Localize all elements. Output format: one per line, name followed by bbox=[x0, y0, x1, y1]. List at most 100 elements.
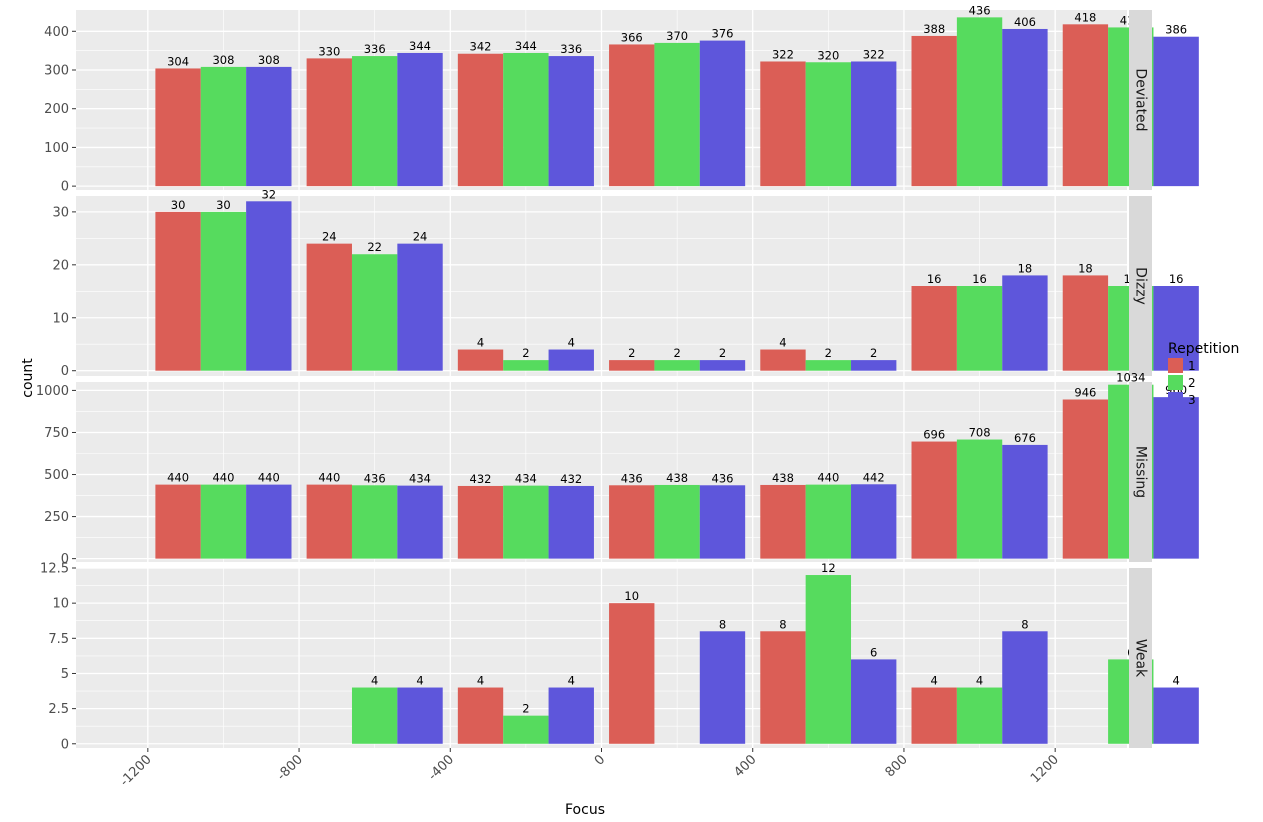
facet-strip-label: Missing bbox=[1133, 446, 1149, 498]
y-tick-label: 7.5 bbox=[48, 632, 69, 647]
bar-data-label: 4 bbox=[931, 674, 938, 688]
facet-strip bbox=[1129, 382, 1152, 562]
bar-dizzy-rep1 bbox=[155, 211, 201, 371]
bar-dizzy-rep1 bbox=[911, 286, 957, 371]
bar-dizzy-rep2 bbox=[503, 360, 549, 371]
bar-weak-rep2 bbox=[956, 687, 1003, 744]
bar-missing-rep3 bbox=[397, 485, 443, 559]
bar-deviated-rep3 bbox=[397, 52, 443, 187]
bar-data-label: 4 bbox=[779, 336, 786, 350]
bar-missing-rep3 bbox=[699, 485, 746, 559]
bar-data-label: 22 bbox=[367, 240, 382, 254]
bar-data-label: 322 bbox=[772, 47, 794, 61]
bar-missing-rep3 bbox=[1153, 397, 1199, 559]
bar-dizzy-rep1 bbox=[1062, 275, 1109, 371]
bar-dizzy-rep2 bbox=[351, 254, 398, 371]
bar-data-label: 24 bbox=[322, 230, 337, 244]
bar-data-label: 32 bbox=[261, 187, 276, 201]
bar-data-label: 344 bbox=[409, 39, 431, 53]
bar-weak-rep1 bbox=[760, 631, 806, 744]
bar-weak-rep2 bbox=[503, 715, 549, 744]
bar-data-label: 8 bbox=[719, 617, 726, 631]
bar-deviated-rep3 bbox=[1002, 28, 1048, 187]
bar-data-label: 376 bbox=[712, 27, 734, 41]
bar-data-label: 440 bbox=[817, 471, 839, 485]
bar-data-label: 388 bbox=[923, 22, 945, 36]
legend-swatch bbox=[1168, 375, 1183, 390]
bar-data-label: 386 bbox=[1165, 23, 1187, 37]
bar-missing-rep3 bbox=[851, 484, 897, 559]
bar-dizzy-rep3 bbox=[397, 243, 443, 371]
y-tick-label: 200 bbox=[44, 102, 69, 117]
bar-missing-rep2 bbox=[351, 485, 398, 559]
bar-data-label: 2 bbox=[825, 346, 832, 360]
bar-dizzy-rep1 bbox=[306, 243, 352, 371]
bar-data-label: 6 bbox=[870, 645, 877, 659]
bar-data-label: 436 bbox=[712, 471, 734, 485]
y-tick-label: 12.5 bbox=[40, 562, 69, 577]
bar-data-label: 4 bbox=[568, 674, 575, 688]
y-tick-label: 1000 bbox=[36, 384, 69, 399]
bar-missing-rep2 bbox=[654, 484, 700, 559]
bar-data-label: 336 bbox=[560, 42, 582, 56]
bar-deviated-rep1 bbox=[457, 53, 504, 187]
bar-dizzy-rep3 bbox=[1002, 275, 1048, 371]
bar-data-label: 18 bbox=[1018, 261, 1033, 275]
legend-title: Repetition bbox=[1168, 341, 1239, 357]
bar-missing-rep1 bbox=[306, 484, 352, 559]
bar-missing-rep1 bbox=[911, 441, 957, 559]
bar-data-label: 708 bbox=[969, 426, 991, 440]
bar-data-label: 30 bbox=[216, 198, 231, 212]
bar-data-label: 442 bbox=[863, 470, 885, 484]
bar-dizzy-rep2 bbox=[956, 286, 1003, 371]
bar-dizzy-rep3 bbox=[1153, 286, 1199, 371]
bar-missing-rep3 bbox=[548, 485, 594, 559]
bar-data-label: 2 bbox=[870, 346, 877, 360]
bar-dizzy-rep1 bbox=[760, 349, 806, 371]
y-tick-label: 0 bbox=[61, 552, 69, 567]
bar-dizzy-rep1 bbox=[457, 349, 504, 371]
bar-data-label: 304 bbox=[167, 54, 189, 68]
legend-label: 2 bbox=[1188, 376, 1196, 390]
bar-deviated-rep3 bbox=[246, 66, 292, 187]
bar-dizzy-rep3 bbox=[851, 360, 897, 371]
y-tick-label: 0 bbox=[61, 364, 69, 379]
bar-data-label: 436 bbox=[969, 3, 991, 17]
facet-strip bbox=[1129, 10, 1152, 190]
bar-data-label: 434 bbox=[515, 472, 537, 486]
bar-data-label: 432 bbox=[470, 472, 492, 486]
bar-weak-rep3 bbox=[1002, 631, 1048, 744]
bar-data-label: 342 bbox=[470, 40, 492, 54]
bar-data-label: 2 bbox=[522, 346, 529, 360]
bar-missing-rep1 bbox=[457, 485, 504, 559]
bar-missing-rep1 bbox=[609, 485, 655, 559]
bar-data-label: 440 bbox=[167, 471, 189, 485]
bar-deviated-rep1 bbox=[1062, 24, 1109, 187]
bar-missing-rep3 bbox=[246, 484, 292, 559]
bar-deviated-rep3 bbox=[699, 40, 746, 187]
y-tick-label: 2.5 bbox=[48, 702, 69, 717]
bar-dizzy-rep2 bbox=[805, 360, 852, 371]
y-tick-label: 5 bbox=[61, 667, 69, 682]
x-axis-title: Focus bbox=[565, 802, 605, 818]
bar-deviated-rep2 bbox=[805, 62, 852, 187]
bar-data-label: 18 bbox=[1078, 261, 1093, 275]
bar-data-label: 308 bbox=[212, 53, 234, 67]
bar-data-label: 344 bbox=[515, 39, 537, 53]
bar-deviated-rep2 bbox=[503, 52, 549, 187]
bar-data-label: 4 bbox=[371, 674, 378, 688]
y-tick-label: 250 bbox=[44, 510, 69, 525]
facet-strip-label: Dizzy bbox=[1133, 267, 1149, 305]
y-axis-title: count bbox=[20, 358, 36, 398]
x-axis: -1200 -800 -400 0 400 800 1200 bbox=[117, 748, 1062, 790]
bar-data-label: 4 bbox=[477, 336, 484, 350]
x-tick-label: 0 bbox=[592, 752, 608, 768]
bar-data-label: 322 bbox=[863, 47, 885, 61]
y-tick-label: 500 bbox=[44, 468, 69, 483]
bar-missing-rep2 bbox=[805, 484, 852, 559]
y-tick-label: 10 bbox=[52, 311, 69, 326]
bar-deviated-rep1 bbox=[609, 44, 655, 187]
bar-dizzy-rep3 bbox=[699, 360, 746, 371]
bar-deviated-rep2 bbox=[654, 42, 700, 187]
